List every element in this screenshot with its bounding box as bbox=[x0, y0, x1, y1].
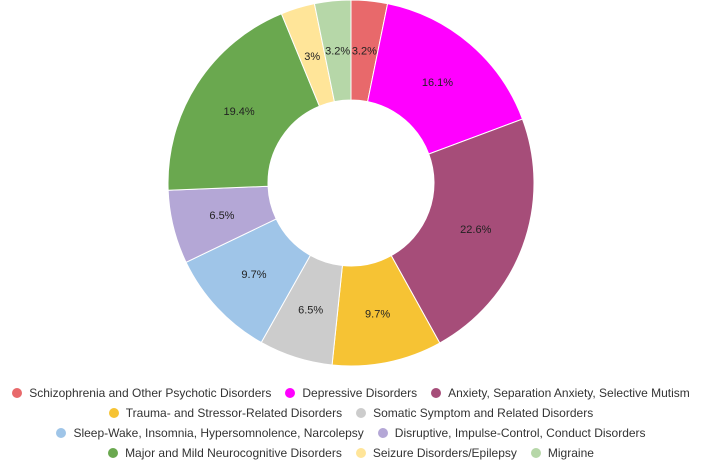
slice-label-1: 3.2% bbox=[352, 46, 377, 58]
legend-label-6: Sleep-Wake, Insomnia, Hypersomnolence, N… bbox=[73, 426, 364, 440]
legend-item-7[interactable]: Disruptive, Impulse-Control, Conduct Dis… bbox=[377, 426, 646, 440]
slice-label-8: 19.4% bbox=[223, 106, 254, 118]
chart-legend: Schizophrenia and Other Psychotic Disord… bbox=[0, 383, 702, 463]
slice-8[interactable] bbox=[167, 13, 321, 191]
legend-swatch-4 bbox=[108, 408, 119, 418]
legend-label-7: Disruptive, Impulse-Control, Conduct Dis… bbox=[394, 426, 646, 440]
slice-label-9: 3% bbox=[304, 51, 320, 63]
legend-item-6[interactable]: Sleep-Wake, Insomnia, Hypersomnolence, N… bbox=[56, 426, 364, 440]
legend-label-5: Somatic Symptom and Related Disorders bbox=[373, 406, 594, 420]
slice-3[interactable] bbox=[390, 118, 535, 344]
legend-row-4: Major and Mild Neurocognitive Disorders S… bbox=[0, 443, 702, 463]
slice-10[interactable] bbox=[313, 0, 352, 103]
slice-label-4: 9.7% bbox=[365, 308, 390, 320]
slice-label-2: 16.1% bbox=[422, 77, 453, 89]
legend-row-1: Schizophrenia and Other Psychotic Disord… bbox=[0, 383, 702, 403]
legend-label-9: Seizure Disorders/Epilepsy bbox=[372, 446, 517, 460]
slice-label-5: 6.5% bbox=[298, 305, 323, 317]
slice-label-3: 22.6% bbox=[460, 224, 491, 236]
legend-item-4[interactable]: Trauma- and Stressor-Related Disorders bbox=[108, 406, 343, 420]
legend-swatch-2 bbox=[285, 388, 296, 398]
legend-item-3[interactable]: Anxiety, Separation Anxiety, Selective M… bbox=[431, 386, 690, 400]
legend-label-4: Trauma- and Stressor-Related Disorders bbox=[125, 406, 343, 420]
legend-row-3: Sleep-Wake, Insomnia, Hypersomnolence, N… bbox=[0, 423, 702, 443]
legend-swatch-8 bbox=[108, 448, 119, 458]
legend-label-3: Anxiety, Separation Anxiety, Selective M… bbox=[448, 386, 690, 400]
legend-item-2[interactable]: Depressive Disorders bbox=[285, 386, 417, 400]
legend-label-1: Schizophrenia and Other Psychotic Disord… bbox=[29, 386, 272, 400]
legend-swatch-3 bbox=[431, 388, 442, 398]
legend-swatch-7 bbox=[377, 428, 388, 438]
slice-label-7: 6.5% bbox=[209, 210, 234, 222]
legend-label-2: Depressive Disorders bbox=[302, 386, 418, 400]
legend-swatch-10 bbox=[530, 448, 541, 458]
legend-item-10[interactable]: Migraine bbox=[530, 446, 594, 460]
legend-label-8: Major and Mild Neurocognitive Disorders bbox=[125, 446, 342, 460]
legend-swatch-9 bbox=[355, 448, 366, 458]
legend-swatch-6 bbox=[56, 428, 67, 438]
legend-row-2: Trauma- and Stressor-Related Disorders So… bbox=[0, 403, 702, 423]
legend-item-1[interactable]: Schizophrenia and Other Psychotic Disord… bbox=[12, 386, 271, 400]
legend-item-5[interactable]: Somatic Symptom and Related Disorders bbox=[356, 406, 593, 420]
legend-swatch-5 bbox=[356, 408, 367, 418]
slice-label-10: 3.2% bbox=[325, 46, 350, 58]
donut-chart: 3.2% 16.1% 22.6% 9.7% 6.5% 9.7% 6.5% 19.4% 3% 3.2… bbox=[167, 0, 535, 367]
legend-label-10: Migraine bbox=[547, 446, 594, 460]
legend-item-8[interactable]: Major and Mild Neurocognitive Disorders bbox=[108, 446, 342, 460]
legend-item-9[interactable]: Seizure Disorders/Epilepsy bbox=[355, 446, 517, 460]
legend-swatch-1 bbox=[12, 388, 23, 398]
slice-2[interactable] bbox=[367, 3, 524, 155]
slice-label-6: 9.7% bbox=[241, 269, 266, 281]
